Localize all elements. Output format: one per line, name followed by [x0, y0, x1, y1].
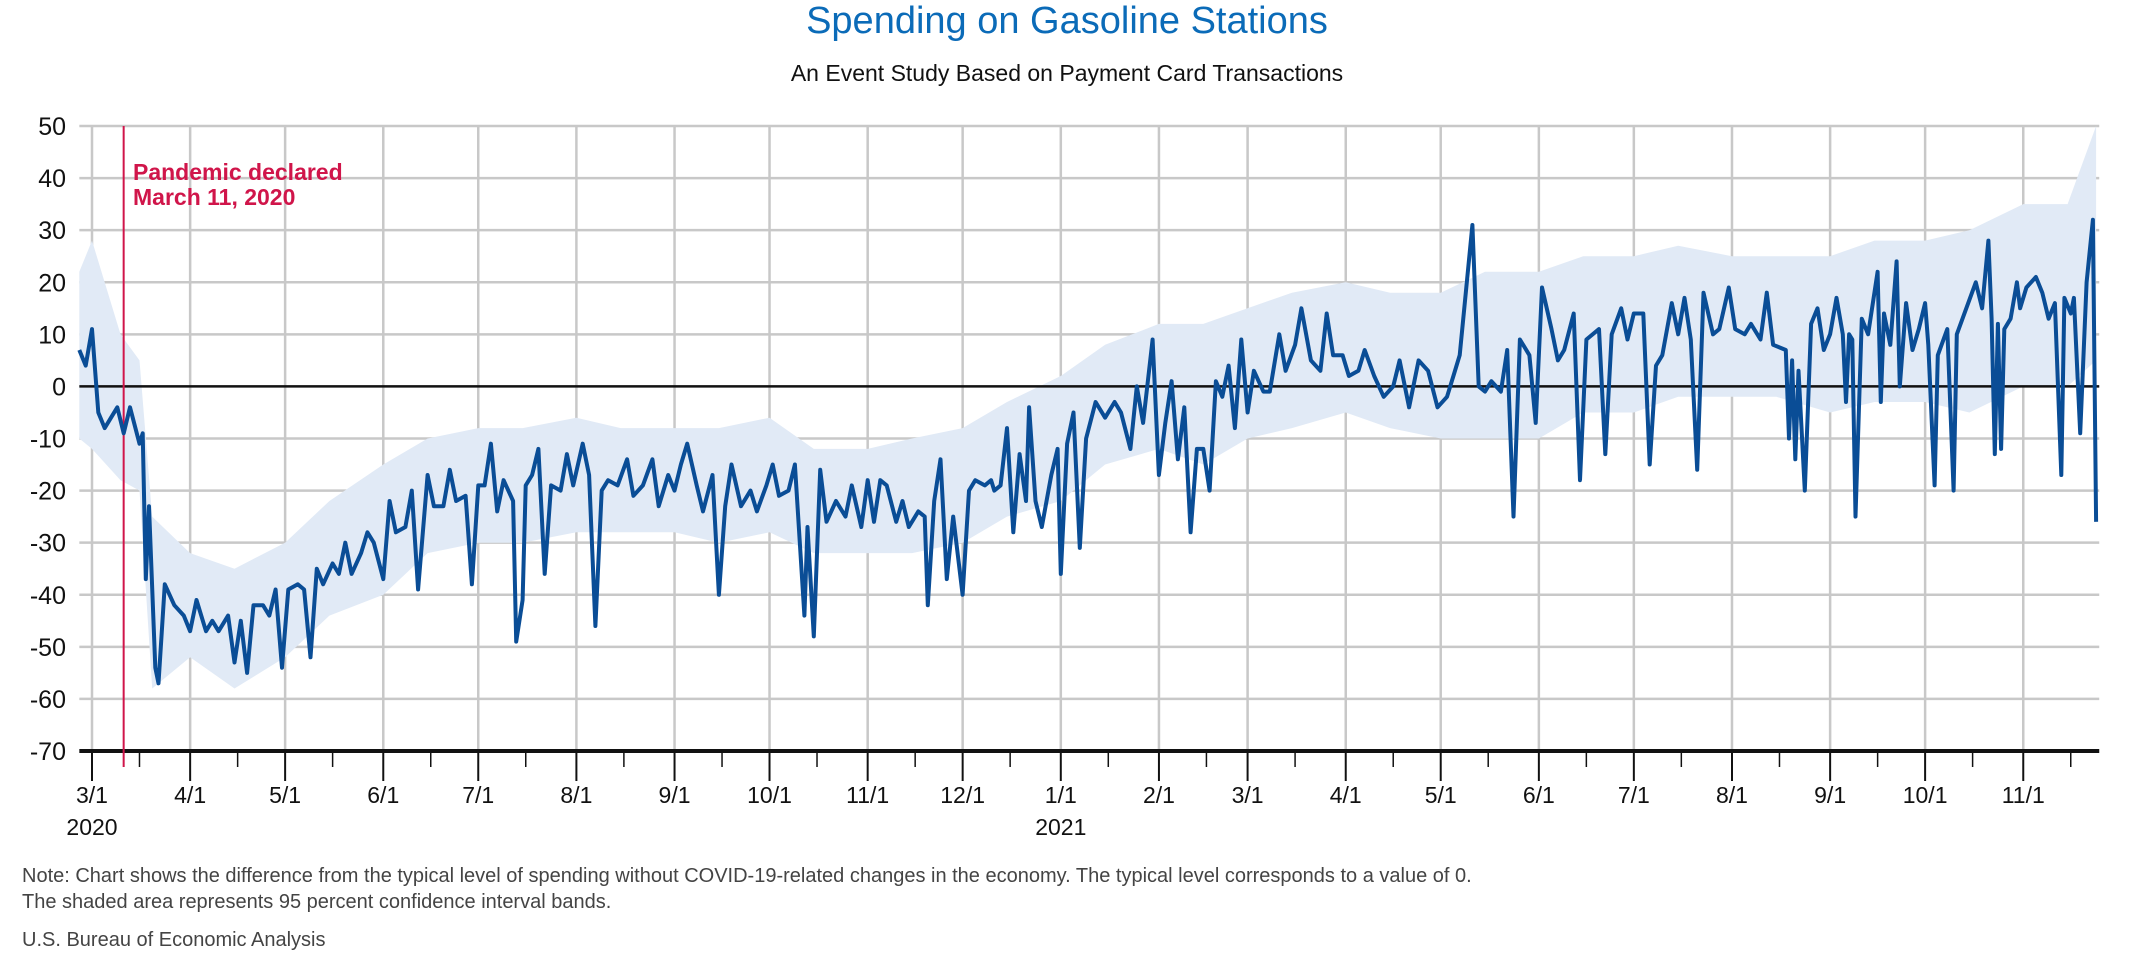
y-tick-label: -30 — [30, 530, 66, 558]
y-tick-label: 10 — [38, 321, 66, 349]
y-tick-label: -10 — [30, 426, 66, 454]
y-tick-label: 0 — [52, 373, 66, 401]
chart-subtitle: An Event Study Based on Payment Card Tra… — [790, 60, 1344, 86]
y-tick-label: -20 — [30, 478, 66, 506]
x-tick-label: 2/1 — [1143, 782, 1175, 808]
y-tick-label: 50 — [38, 113, 66, 141]
y-tick-label: -70 — [30, 738, 66, 766]
y-tick-label: -50 — [30, 634, 66, 662]
x-tick-label: 3/1 — [1232, 782, 1264, 808]
line-chart: 50 40 30 20 10 0 -10 -20 -30 -40 -50 -60 -70 3/1 2020 4… — [30, 113, 2100, 840]
y-tick-label: -60 — [30, 686, 66, 714]
x-tick-label: 9/1 — [659, 782, 691, 808]
x-year-label: 2020 — [66, 814, 117, 840]
chart-title: Spending on Gasoline Stations — [806, 0, 1328, 42]
x-tick-label: 7/1 — [462, 782, 494, 808]
x-tick-label: 8/1 — [560, 782, 592, 808]
confidence-band-layer — [79, 126, 2097, 689]
confidence-band — [79, 126, 2097, 689]
chart-note-band: The shaded area represents 95 percent co… — [22, 891, 612, 913]
series-line — [77, 217, 2099, 686]
annotation-line1: Pandemic declared — [133, 159, 343, 185]
axes: 50 40 30 20 10 0 -10 -20 -30 -40 -50 -60 -70 3/1 2020 4… — [30, 113, 2100, 840]
x-tick-label: 5/1 — [1425, 782, 1457, 808]
x-year-label: 2021 — [1035, 814, 1086, 840]
y-tick-label: 40 — [38, 165, 66, 193]
x-tick-label: 10/1 — [747, 782, 792, 808]
x-tick-label: 4/1 — [1330, 782, 1362, 808]
annotation-line2: March 11, 2020 — [133, 184, 295, 210]
series-layer — [77, 217, 2099, 686]
annotation-layer: Pandemic declared March 11, 2020 — [133, 159, 343, 210]
x-tick-label: 11/1 — [2002, 782, 2045, 808]
x-tick-label: 8/1 — [1716, 782, 1748, 808]
x-tick-label: 3/1 — [76, 782, 108, 808]
y-tick-label: 30 — [38, 217, 66, 245]
chart-source: U.S. Bureau of Economic Analysis — [22, 929, 326, 951]
x-tick-label: 7/1 — [1618, 782, 1650, 808]
x-tick-label: 11/1 — [846, 782, 889, 808]
x-tick-label: 1/1 — [1045, 782, 1077, 808]
y-tick-label: 20 — [38, 269, 66, 297]
chart-note: Note: Chart shows the difference from th… — [22, 865, 1472, 887]
x-tick-label: 5/1 — [269, 782, 301, 808]
x-tick-label: 10/1 — [1903, 782, 1948, 808]
x-tick-label: 6/1 — [1523, 782, 1555, 808]
x-tick-label: 9/1 — [1814, 782, 1846, 808]
x-tick-label: 6/1 — [367, 782, 399, 808]
x-tick-label: 4/1 — [174, 782, 206, 808]
y-tick-label: -40 — [30, 582, 66, 610]
x-tick-label: 12/1 — [940, 782, 985, 808]
